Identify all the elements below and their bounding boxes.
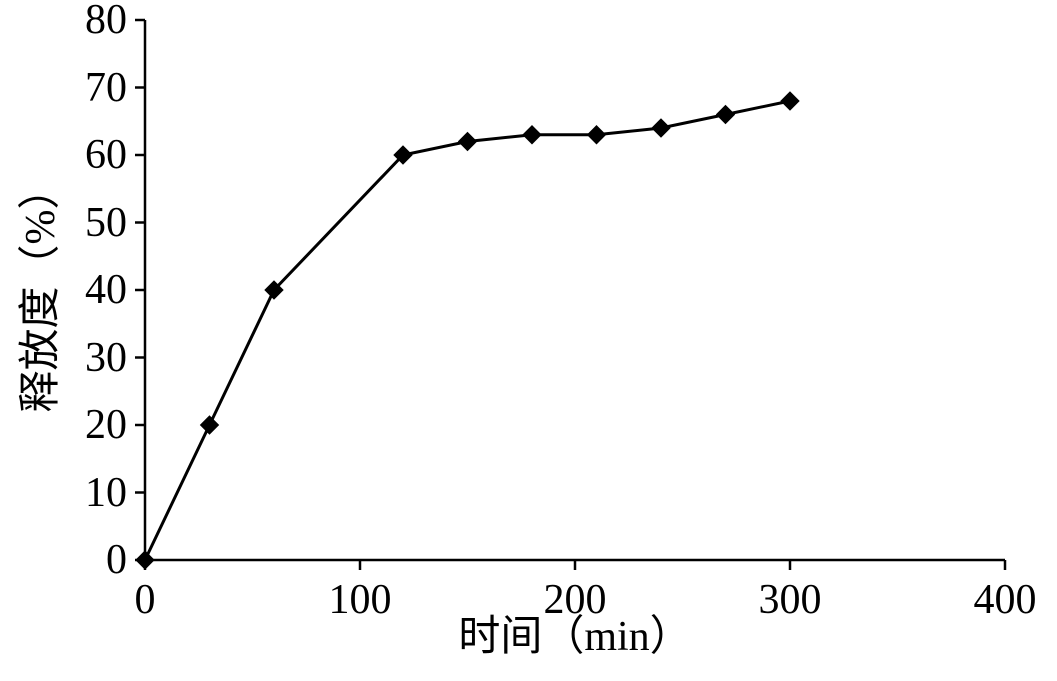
y-tick-label: 70 xyxy=(85,64,127,112)
y-tick-label: 60 xyxy=(85,131,127,179)
chart-svg xyxy=(0,0,1057,681)
y-tick-label: 50 xyxy=(85,199,127,247)
y-tick-label: 40 xyxy=(85,266,127,314)
chart-container: 010203040506070800100200300400释放度（%）时间（m… xyxy=(0,0,1057,681)
y-tick-label: 80 xyxy=(85,0,127,44)
x-tick-label: 400 xyxy=(974,576,1037,624)
y-tick-label: 0 xyxy=(106,536,127,584)
x-tick-label: 300 xyxy=(759,576,822,624)
y-tick-label: 30 xyxy=(85,334,127,382)
x-axis-label: 时间（min） xyxy=(458,602,691,663)
x-tick-label: 0 xyxy=(135,576,156,624)
y-tick-label: 10 xyxy=(85,469,127,517)
x-tick-label: 100 xyxy=(329,576,392,624)
y-axis-label: 释放度（%） xyxy=(6,168,67,413)
y-tick-label: 20 xyxy=(85,401,127,449)
